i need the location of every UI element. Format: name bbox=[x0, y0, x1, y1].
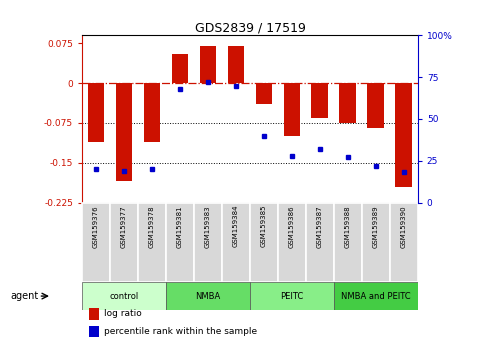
Bar bbox=[256, 83, 272, 104]
Text: NMBA: NMBA bbox=[195, 292, 221, 301]
Bar bbox=[306, 202, 334, 282]
Text: NMBA and PEITC: NMBA and PEITC bbox=[341, 292, 411, 301]
Bar bbox=[368, 83, 384, 128]
Bar bbox=[334, 202, 362, 282]
Bar bbox=[88, 83, 104, 142]
Text: control: control bbox=[110, 292, 139, 301]
Text: GSM159381: GSM159381 bbox=[177, 205, 183, 247]
Text: GSM159385: GSM159385 bbox=[261, 205, 267, 247]
Bar bbox=[194, 202, 222, 282]
Bar bbox=[82, 202, 110, 282]
Bar bbox=[166, 202, 194, 282]
Bar bbox=[116, 83, 132, 181]
Bar bbox=[138, 202, 166, 282]
Text: GSM159387: GSM159387 bbox=[317, 205, 323, 247]
Text: log ratio: log ratio bbox=[104, 309, 142, 318]
Text: GSM159376: GSM159376 bbox=[93, 205, 99, 247]
Bar bbox=[143, 83, 160, 142]
Bar bbox=[396, 83, 412, 187]
Text: GSM159383: GSM159383 bbox=[205, 205, 211, 247]
Bar bbox=[362, 202, 390, 282]
Text: GSM159386: GSM159386 bbox=[289, 205, 295, 247]
Bar bbox=[110, 202, 138, 282]
Title: GDS2839 / 17519: GDS2839 / 17519 bbox=[195, 21, 305, 34]
Text: agent: agent bbox=[10, 291, 39, 301]
Bar bbox=[250, 282, 334, 310]
Bar bbox=[278, 202, 306, 282]
Bar bbox=[284, 83, 300, 136]
Bar bbox=[250, 202, 278, 282]
Text: GSM159388: GSM159388 bbox=[345, 205, 351, 247]
Text: GSM159378: GSM159378 bbox=[149, 205, 155, 247]
Bar bbox=[390, 202, 418, 282]
Bar bbox=[199, 46, 216, 83]
Bar bbox=[89, 326, 99, 337]
Bar bbox=[227, 46, 244, 83]
Bar bbox=[171, 54, 188, 83]
Bar bbox=[312, 83, 328, 118]
Bar bbox=[89, 308, 99, 320]
Text: GSM159377: GSM159377 bbox=[121, 205, 127, 247]
Text: percentile rank within the sample: percentile rank within the sample bbox=[104, 327, 257, 336]
Bar bbox=[334, 282, 418, 310]
Text: GSM159389: GSM159389 bbox=[373, 205, 379, 247]
Text: GSM159390: GSM159390 bbox=[401, 205, 407, 247]
Bar bbox=[222, 202, 250, 282]
Bar bbox=[340, 83, 356, 123]
Bar bbox=[82, 282, 166, 310]
Text: PEITC: PEITC bbox=[280, 292, 303, 301]
Text: GSM159384: GSM159384 bbox=[233, 205, 239, 247]
Bar bbox=[166, 282, 250, 310]
